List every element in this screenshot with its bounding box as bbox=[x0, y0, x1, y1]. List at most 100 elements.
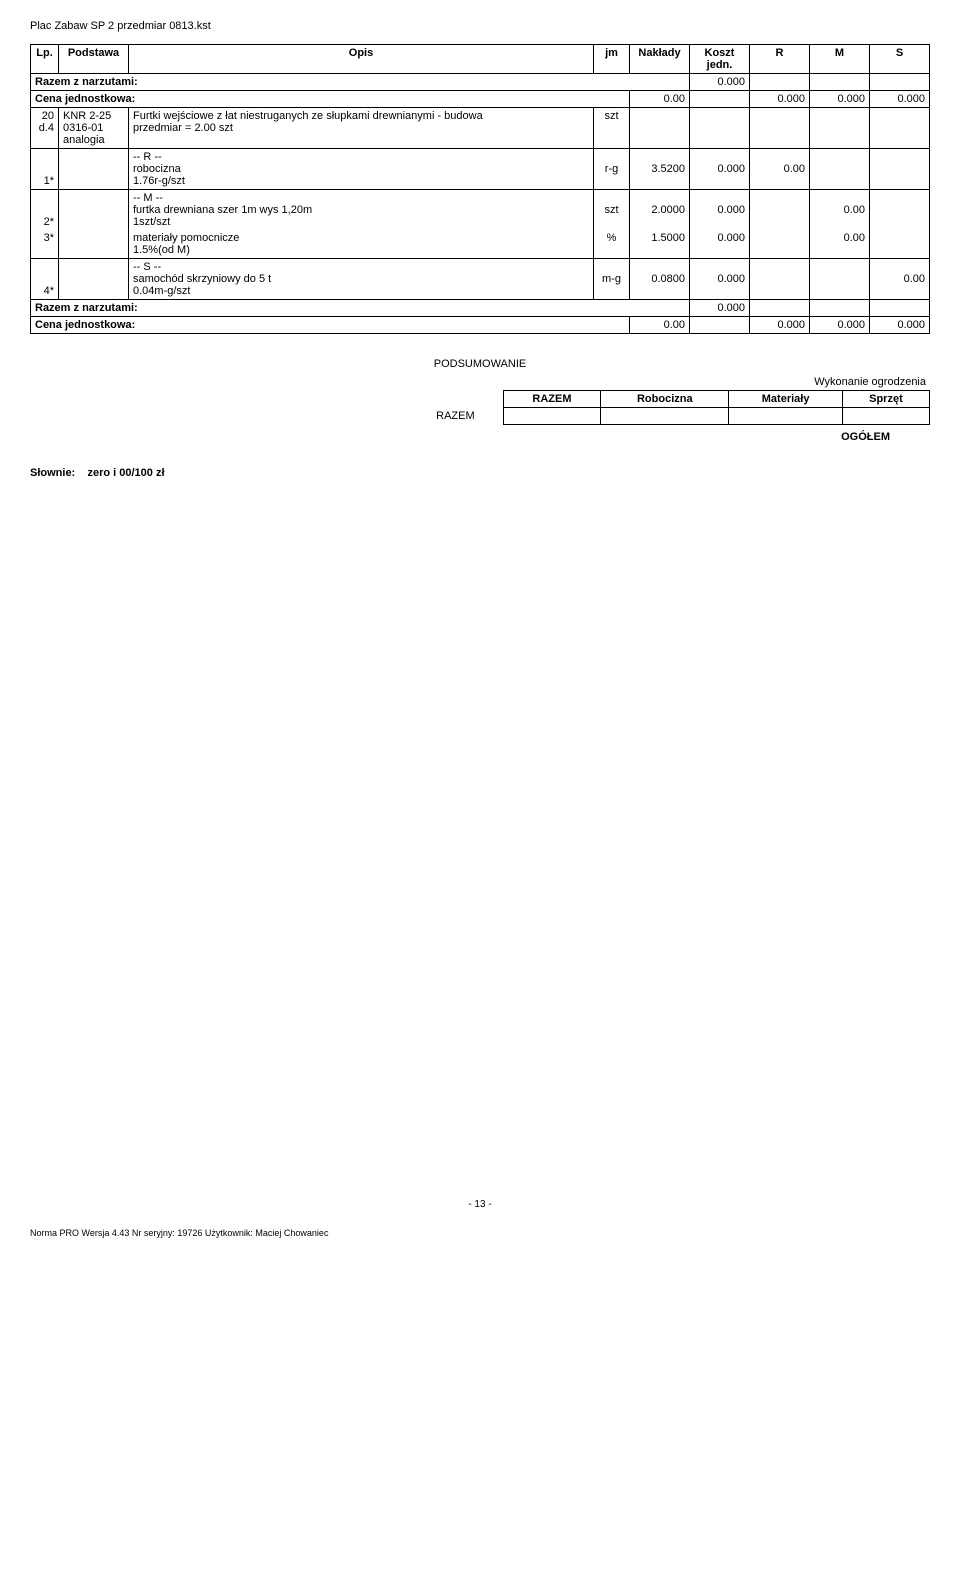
lp: 4* bbox=[31, 259, 59, 300]
opis2: 1.76r-g/szt bbox=[133, 175, 185, 187]
cena-row: Cena jednostkowa: 0.00 0.000 0.000 0.000 bbox=[31, 91, 930, 108]
koszt: 0.000 bbox=[690, 149, 750, 190]
empty-cell bbox=[810, 300, 870, 317]
summary-cell bbox=[601, 408, 729, 425]
m-val: 0.00 bbox=[810, 230, 870, 259]
cena-naklady: 0.00 bbox=[630, 91, 690, 108]
summary-cell bbox=[503, 408, 600, 425]
item-jm: szt bbox=[594, 108, 630, 149]
empty-cell bbox=[870, 74, 930, 91]
m-val: 0.00 bbox=[810, 190, 870, 231]
item-row: 20 d.4 KNR 2-25 0316-01 analogia Furtki … bbox=[31, 108, 930, 149]
table-header-row: Lp. Podstawa Opis jm Nakłady Koszt jedn.… bbox=[31, 45, 930, 74]
empty-cell bbox=[750, 74, 810, 91]
s-val: 0.00 bbox=[870, 259, 930, 300]
page-number: - 13 - bbox=[30, 1199, 930, 1210]
empty-cell bbox=[750, 300, 810, 317]
section-opis: -- S -- samochód skrzyniowy do 5 t 0.04m… bbox=[129, 259, 594, 300]
summary-title: PODSUMOWANIE bbox=[30, 358, 930, 370]
ogolem-label: OGÓŁEM bbox=[408, 431, 930, 443]
empty-cell bbox=[810, 74, 870, 91]
footer-text: Norma PRO Wersja 4.43 Nr seryjny: 19726 … bbox=[30, 1228, 930, 1238]
empty-cell bbox=[59, 230, 129, 259]
naklady: 1.5000 bbox=[630, 230, 690, 259]
col-r: R bbox=[750, 45, 810, 74]
koszt: 0.000 bbox=[690, 259, 750, 300]
naklady: 2.0000 bbox=[630, 190, 690, 231]
col-jm: jm bbox=[594, 45, 630, 74]
empty-cell bbox=[750, 230, 810, 259]
jm: m-g bbox=[594, 259, 630, 300]
naklady: 0.0800 bbox=[630, 259, 690, 300]
summary-col-materialy: Materiały bbox=[729, 391, 842, 408]
summary-section: PODSUMOWANIE Wykonanie ogrodzenia RAZEM … bbox=[30, 358, 930, 443]
empty-cell bbox=[690, 317, 750, 334]
summary-cell bbox=[729, 408, 842, 425]
opis: furtka drewniana szer 1m wys 1,20m bbox=[133, 204, 312, 216]
summary-header-row: RAZEM Robocizna Materiały Sprzęt bbox=[408, 391, 930, 408]
summary-table: RAZEM Robocizna Materiały Sprzęt RAZEM bbox=[408, 390, 930, 425]
summary-row-label: RAZEM bbox=[408, 408, 503, 425]
cena-s: 0.000 bbox=[870, 317, 930, 334]
col-s: S bbox=[870, 45, 930, 74]
empty-cell bbox=[870, 108, 930, 149]
empty-cell bbox=[59, 259, 129, 300]
jm: szt bbox=[594, 190, 630, 231]
col-m: M bbox=[810, 45, 870, 74]
slownie-value: zero i 00/100 zł bbox=[87, 467, 164, 479]
empty-cell bbox=[59, 149, 129, 190]
section-label: -- S -- bbox=[133, 261, 161, 273]
empty-cell bbox=[750, 190, 810, 231]
cena-s: 0.000 bbox=[870, 91, 930, 108]
empty-cell bbox=[690, 108, 750, 149]
lp-num: 20 bbox=[42, 110, 54, 122]
opis-line2: przedmiar = 2.00 szt bbox=[133, 122, 233, 134]
empty-cell bbox=[870, 300, 930, 317]
empty-cell bbox=[870, 190, 930, 231]
empty-cell bbox=[810, 259, 870, 300]
cena-label: Cena jednostkowa: bbox=[31, 91, 630, 108]
document-filename: Plac Zabaw SP 2 przedmiar 0813.kst bbox=[30, 20, 930, 32]
razem-label: Razem z narzutami: bbox=[31, 74, 690, 91]
opis2: 1.5%(od M) bbox=[133, 244, 190, 256]
section-m-row2: 3* materiały pomocnicze 1.5%(od M) % 1.5… bbox=[31, 230, 930, 259]
empty-cell bbox=[810, 108, 870, 149]
jm: % bbox=[594, 230, 630, 259]
summary-col-sprzet: Sprzęt bbox=[842, 391, 929, 408]
cena-r: 0.000 bbox=[750, 317, 810, 334]
empty-cell bbox=[630, 108, 690, 149]
lp: 3* bbox=[31, 230, 59, 259]
opis: robocizna bbox=[133, 163, 181, 175]
col-lp: Lp. bbox=[31, 45, 59, 74]
col-opis: Opis bbox=[129, 45, 594, 74]
item-podstawa: KNR 2-25 0316-01 analogia bbox=[59, 108, 129, 149]
lp-sub: d.4 bbox=[39, 122, 54, 134]
summary-data-row: RAZEM bbox=[408, 408, 930, 425]
slownie-label: Słownie: bbox=[30, 467, 75, 479]
empty-cell bbox=[59, 190, 129, 231]
summary-col-robocizna: Robocizna bbox=[601, 391, 729, 408]
opis2: 0.04m-g/szt bbox=[133, 285, 190, 297]
section-label: -- R -- bbox=[133, 151, 162, 163]
section-label: -- M -- bbox=[133, 192, 163, 204]
col-koszt: Koszt jedn. bbox=[690, 45, 750, 74]
opis: samochód skrzyniowy do 5 t bbox=[133, 273, 271, 285]
r-val: 0.00 bbox=[750, 149, 810, 190]
jm: r-g bbox=[594, 149, 630, 190]
koszt: 0.000 bbox=[690, 190, 750, 231]
summary-cell bbox=[842, 408, 929, 425]
section-opis: -- M -- furtka drewniana szer 1m wys 1,2… bbox=[129, 190, 594, 231]
summary-col-razem: RAZEM bbox=[503, 391, 600, 408]
lp: 1* bbox=[31, 149, 59, 190]
slownie-line: Słownie: zero i 00/100 zł bbox=[30, 467, 930, 479]
section-s-row: 4* -- S -- samochód skrzyniowy do 5 t 0.… bbox=[31, 259, 930, 300]
razem-koszt: 0.000 bbox=[690, 74, 750, 91]
razem-label: Razem z narzutami: bbox=[31, 300, 690, 317]
opis-cell: materiały pomocnicze 1.5%(od M) bbox=[129, 230, 594, 259]
empty-cell bbox=[810, 149, 870, 190]
col-naklady: Nakłady bbox=[630, 45, 690, 74]
razem-row: Razem z narzutami: 0.000 bbox=[31, 300, 930, 317]
empty-cell bbox=[870, 149, 930, 190]
section-m-row1: 2* -- M -- furtka drewniana szer 1m wys … bbox=[31, 190, 930, 231]
opis2: 1szt/szt bbox=[133, 216, 170, 228]
